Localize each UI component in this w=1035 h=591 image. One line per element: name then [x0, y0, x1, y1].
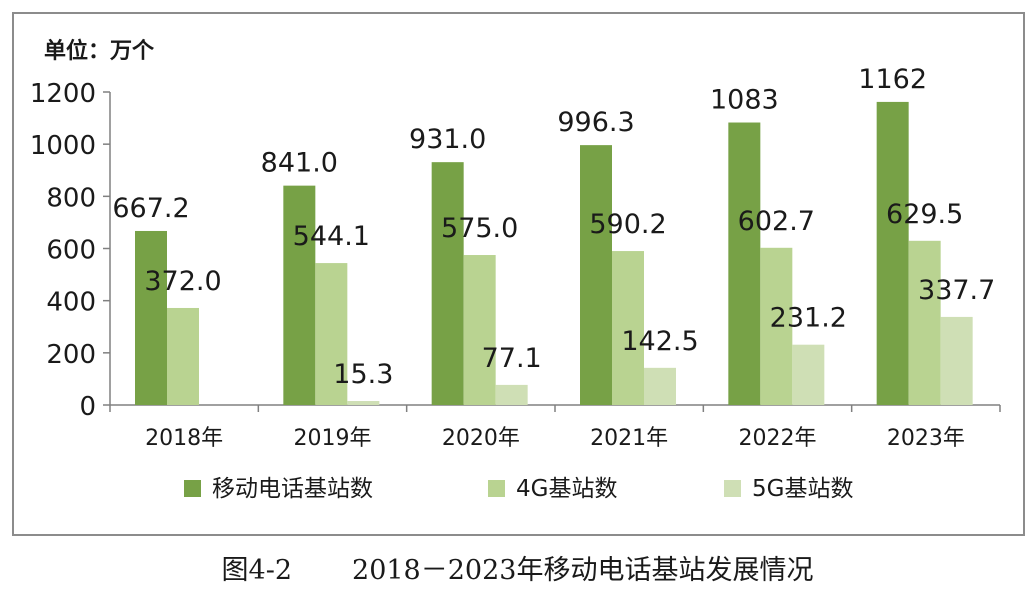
bar-series-1 — [283, 185, 316, 405]
unit-label: 单位：万个 — [44, 38, 155, 64]
x-tick-label: 2018年 — [145, 426, 223, 451]
bar-series-3 — [940, 316, 973, 405]
bar-series-2 — [760, 247, 793, 405]
bar-series-2 — [463, 255, 496, 405]
y-tick-label: 1200 — [30, 79, 96, 109]
x-tick-label: 2022年 — [739, 426, 817, 451]
bar-series-2 — [908, 240, 941, 405]
data-label: 1162 — [858, 64, 927, 95]
data-label: 1083 — [710, 85, 779, 116]
bar-series-1 — [431, 162, 464, 405]
bar-series-3 — [644, 367, 676, 405]
bar-series-1 — [728, 122, 761, 405]
legend-swatch — [724, 480, 741, 497]
data-label: 337.7 — [918, 275, 995, 306]
figure-title: 2018－2023年移动电话基站发展情况 — [352, 555, 814, 586]
figure-number: 图4-2 — [221, 555, 293, 586]
bar-series-2 — [167, 307, 199, 405]
data-label: 575.0 — [441, 213, 518, 244]
data-label: 841.0 — [261, 148, 338, 179]
data-label: 602.7 — [738, 206, 815, 237]
bar-series-1 — [876, 101, 909, 405]
bar-series-3 — [495, 384, 528, 405]
data-label: 372.0 — [144, 266, 221, 297]
bar-series-3 — [347, 401, 380, 405]
x-tick-label: 2020年 — [442, 426, 520, 451]
data-label: 629.5 — [886, 199, 963, 230]
bar-series-2 — [612, 251, 644, 405]
legend-swatch — [488, 480, 505, 497]
y-tick-label: 0 — [79, 392, 96, 422]
legend-label: 移动电话基站数 — [212, 476, 373, 502]
data-label: 77.1 — [482, 343, 542, 374]
y-tick-label: 1000 — [30, 131, 96, 161]
legend-swatch — [184, 480, 201, 497]
y-tick-label: 600 — [46, 236, 96, 266]
data-label: 931.0 — [409, 124, 486, 155]
bar-chart: 单位：万个 0 200 400 600 800 1000 1200 2018年 2019年 2020… — [30, 38, 1001, 502]
bar-series-1 — [135, 230, 167, 405]
data-label: 15.3 — [333, 359, 393, 390]
chart-frame: 单位：万个 0 200 400 600 800 1000 1200 2018年 2019年 2020… — [12, 12, 1025, 536]
figure-caption: 图4-2 2018－2023年移动电话基站发展情况 — [0, 548, 1035, 587]
data-label: 667.2 — [112, 193, 189, 224]
data-label: 231.2 — [770, 303, 847, 334]
legend-label: 4G基站数 — [516, 476, 617, 502]
x-tick-label: 2021年 — [590, 426, 668, 451]
bar-series-2 — [315, 263, 348, 405]
y-tick-label: 400 — [46, 288, 96, 318]
data-label: 590.2 — [589, 209, 666, 240]
x-tick-label: 2019年 — [294, 426, 372, 451]
x-tick-label: 2023年 — [887, 426, 965, 451]
y-tick-label: 800 — [46, 183, 96, 213]
data-label: 996.3 — [557, 107, 634, 138]
data-label: 142.5 — [621, 326, 698, 357]
bar-series-1 — [580, 145, 612, 405]
y-tick-label: 200 — [46, 340, 96, 370]
bar-series-3 — [792, 344, 825, 405]
legend-label: 5G基站数 — [752, 476, 853, 502]
data-label: 544.1 — [293, 221, 370, 252]
